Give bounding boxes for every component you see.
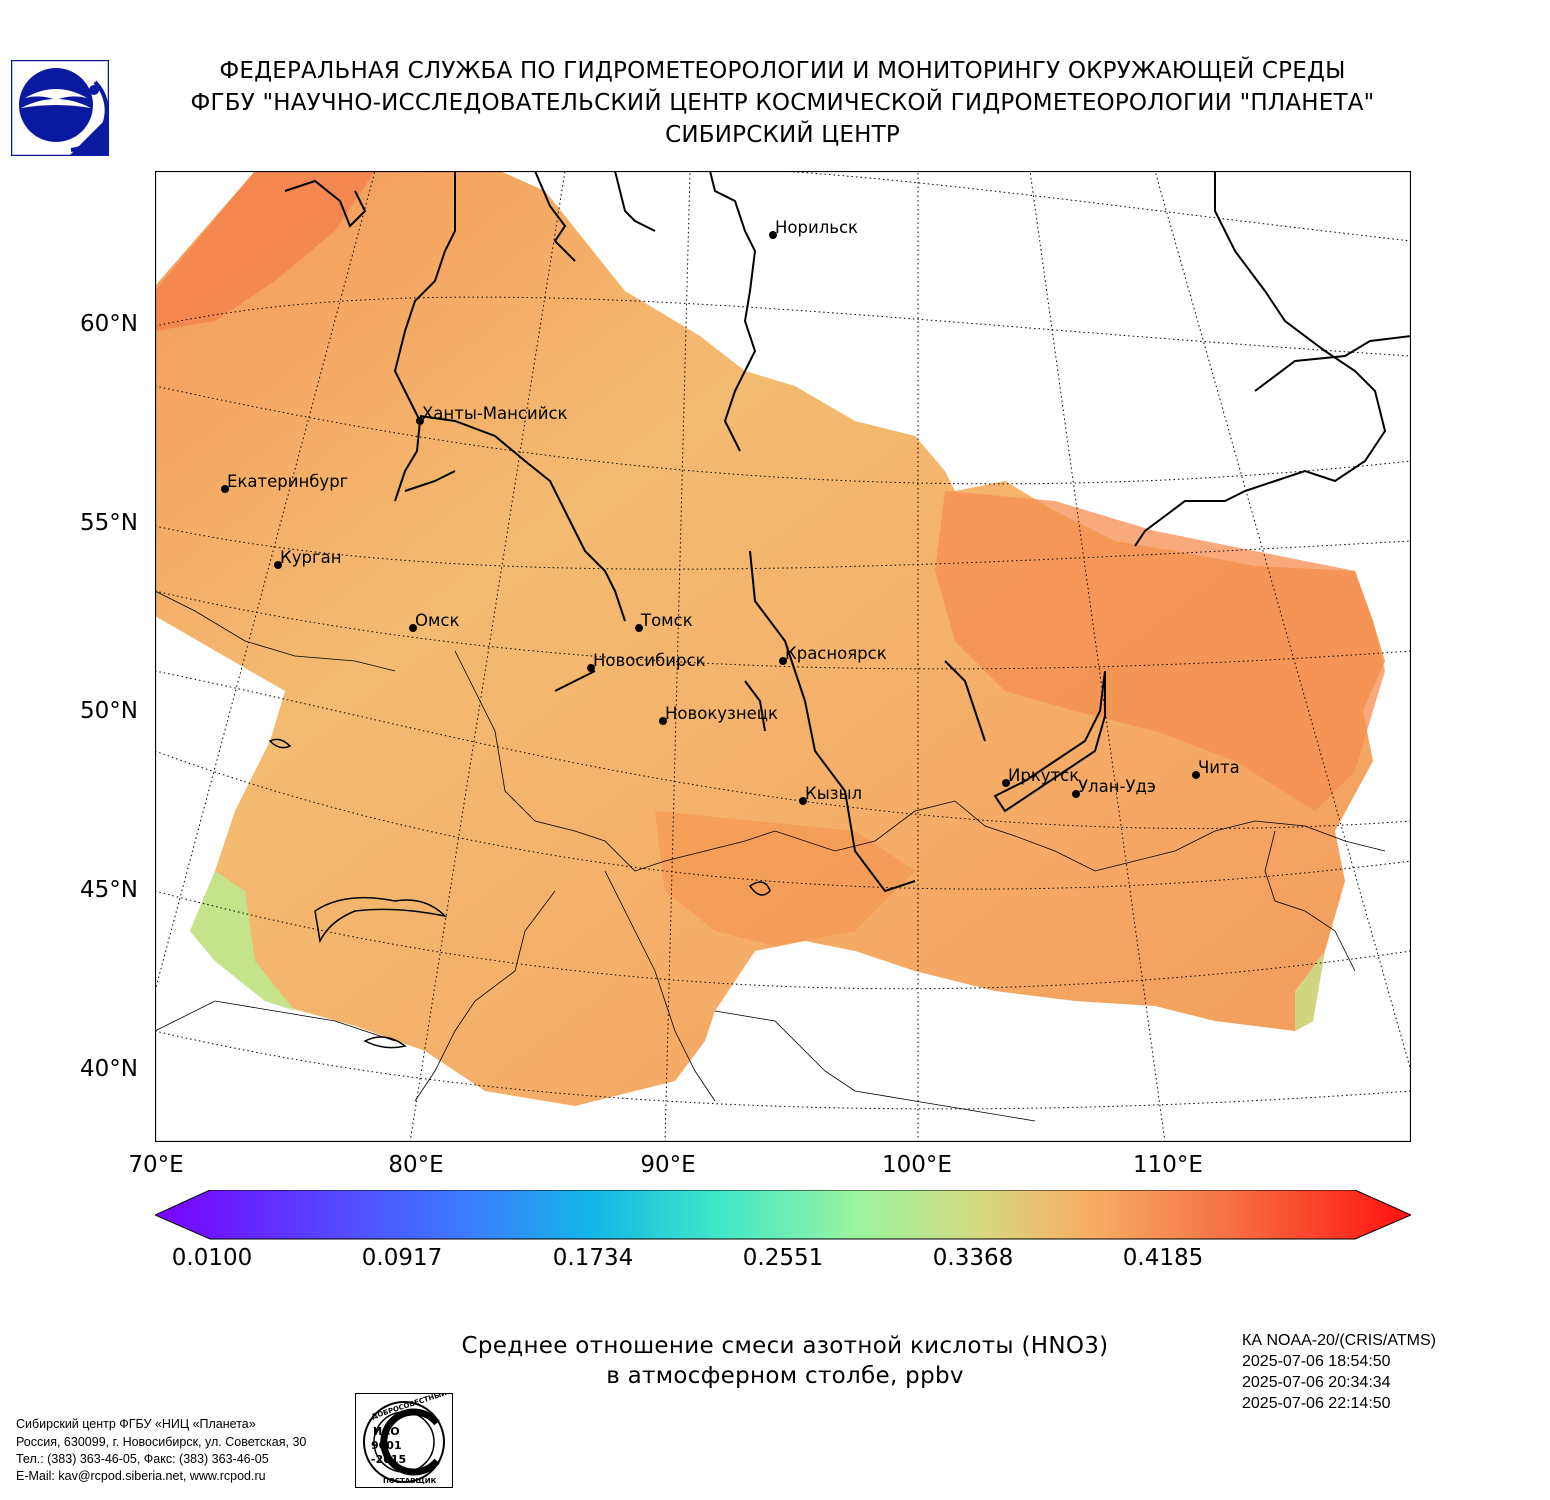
svg-text:ПОСТАВЩИК: ПОСТАВЩИК: [383, 1477, 437, 1485]
lat-label-40: 40°N: [80, 1056, 138, 1082]
hno3-green-se: [1295, 951, 1325, 1031]
city-yekaterinburg: Екатеринбург: [221, 472, 348, 493]
city-kurgan: Курган: [274, 548, 342, 569]
hno3-high-nw: [155, 171, 375, 331]
colorbar-tick-5: 0.4185: [1122, 1245, 1204, 1271]
contact-line-1: Сибирский центр ФГБУ «НИЦ «Планета»: [16, 1417, 256, 1431]
contact-line-3: Тел.: (383) 363-46-05, Факс: (383) 363-4…: [16, 1452, 269, 1466]
svg-text:9001: 9001: [371, 1439, 402, 1452]
iso-9001-badge: ДОБРОСОВЕСТНЫЙ ИСО 9001 -2015 ПОСТАВЩИК: [355, 1388, 453, 1488]
city-omsk: Омск: [409, 611, 460, 632]
city-novokuznetsk: Новокузнецк: [659, 704, 778, 725]
svg-text:-2015: -2015: [371, 1453, 406, 1466]
svg-text:Ханты-Мансийск: Ханты-Мансийск: [422, 404, 568, 423]
city-norilsk: Норильск: [769, 218, 858, 239]
satellite-time-1: 2025-07-06 18:54:50: [1242, 1353, 1391, 1370]
graticule: [155, 171, 1411, 1142]
satellite-name: КА NOAA-20/(CRIS/ATMS): [1242, 1332, 1436, 1349]
header-line-3: СИБИРСКИЙ ЦЕНТР: [665, 122, 900, 148]
hno3-green-sw: [190, 871, 295, 1011]
colorbar: [155, 1190, 1411, 1240]
colorbar-tick-2: 0.1734: [552, 1245, 634, 1271]
hno3-field: [155, 171, 1385, 1106]
colorbar-tick-4: 0.3368: [932, 1245, 1014, 1271]
map-panel: Норильск Ханты-Мансийск Екатеринбург Кур…: [155, 171, 1411, 1142]
rivers: [393, 171, 1106, 893]
city-novosibirsk: Новосибирск: [587, 651, 706, 672]
svg-text:Екатеринбург: Екатеринбург: [227, 472, 348, 491]
hno3-high-band: [935, 491, 1385, 811]
city-chita: Чита: [1192, 758, 1240, 779]
svg-text:Новокузнецк: Новокузнецк: [665, 704, 778, 723]
svg-text:Кызыл: Кызыл: [805, 784, 862, 803]
cities: Норильск Ханты-Мансийск Екатеринбург Кур…: [221, 218, 1240, 805]
city-irkutsk: Иркутск: [1002, 766, 1079, 787]
lon-label-110: 110°E: [1133, 1152, 1203, 1178]
colorbar-tick-3: 0.2551: [742, 1245, 824, 1271]
svg-text:ИСО: ИСО: [373, 1425, 400, 1438]
lat-label-55: 55°N: [80, 510, 138, 536]
city-kyzyl: Кызыл: [799, 784, 862, 805]
satellite-time-3: 2025-07-06 22:14:50: [1242, 1395, 1391, 1412]
hno3-mid-south: [655, 811, 915, 946]
lon-label-90: 90°E: [640, 1152, 696, 1178]
svg-text:Омск: Омск: [415, 611, 460, 630]
header-line-2: ФГБУ "НАУЧНО-ИССЛЕДОВАТЕЛЬСКИЙ ЦЕНТР КОС…: [190, 90, 1375, 116]
borders: [155, 590, 1386, 1122]
contact-line-4: E-Mail: kav@rcpod.siberia.net, www.rcpod…: [16, 1469, 266, 1483]
lon-label-70: 70°E: [128, 1152, 184, 1178]
svg-text:Красноярск: Красноярск: [785, 644, 887, 663]
lat-label-45: 45°N: [80, 877, 138, 903]
svg-text:Томск: Томск: [640, 611, 693, 630]
colorbar-tick-1: 0.0917: [361, 1245, 443, 1271]
city-krasnoyarsk: Красноярск: [779, 644, 887, 665]
colorbar-tick-0: 0.0100: [171, 1245, 253, 1271]
svg-text:Норильск: Норильск: [775, 218, 858, 237]
lon-label-100: 100°E: [882, 1152, 952, 1178]
svg-text:Иркутск: Иркутск: [1008, 766, 1079, 785]
lakes: [268, 738, 771, 1049]
svg-text:Курган: Курган: [280, 548, 342, 567]
header-line-1: ФЕДЕРАЛЬНАЯ СЛУЖБА ПО ГИДРОМЕТЕОРОЛОГИИ …: [219, 58, 1346, 84]
coastlines: [284, 171, 1411, 547]
city-ulan-ude: Улан-Удэ: [1072, 777, 1156, 798]
lat-label-50: 50°N: [80, 698, 138, 724]
lat-label-60: 60°N: [80, 311, 138, 337]
svg-text:Чита: Чита: [1198, 758, 1240, 777]
city-tomsk: Томск: [635, 611, 693, 632]
city-khanty-mansiysk: Ханты-Мансийск: [416, 404, 568, 425]
caption-line-1: Среднее отношение смеси азотной кислоты …: [461, 1333, 1109, 1359]
satellite-time-2: 2025-07-06 20:34:34: [1242, 1374, 1391, 1391]
caption-line-2: в атмосферном столбе, ppbv: [606, 1363, 964, 1389]
contact-line-2: Россия, 630099, г. Новосибирск, ул. Сове…: [16, 1435, 307, 1449]
svg-text:Улан-Удэ: Улан-Удэ: [1078, 777, 1156, 796]
planeta-logo: [10, 59, 110, 157]
svg-text:Новосибирск: Новосибирск: [593, 651, 706, 670]
lon-label-80: 80°E: [388, 1152, 444, 1178]
